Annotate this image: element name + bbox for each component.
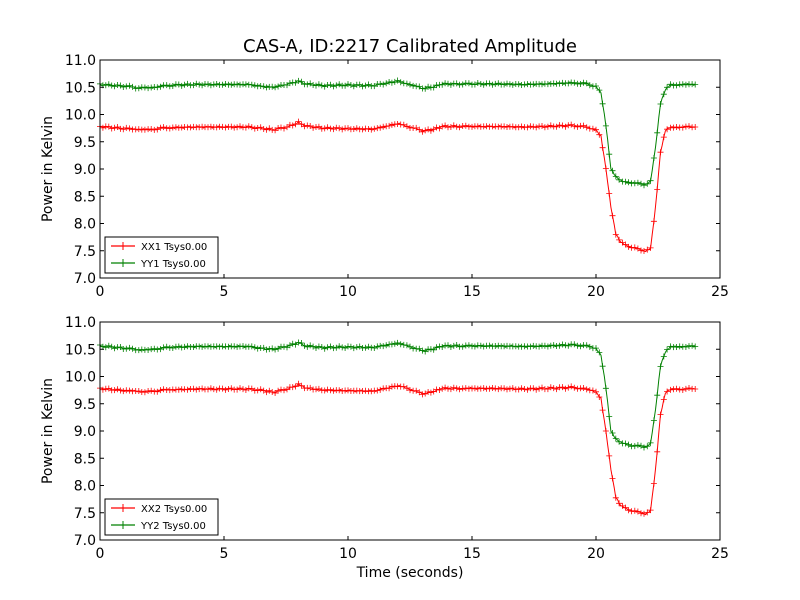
top-plot-panel: 0 5 10 15 20 25 7.0 7.5 8.0 8.5 9.0 9.5 10.0 10.5 11.… <box>40 53 729 300</box>
y-tick-label: 9.5 <box>74 397 96 413</box>
top-x-ticks: 0 5 10 15 20 25 <box>96 60 729 300</box>
y-tick-label: 10.5 <box>65 342 96 358</box>
bottom-legend-label-yy2: YY2 Tsys0.00 <box>140 521 206 532</box>
top-legend-label-xx1: XX1 Tsys0.00 <box>141 242 207 253</box>
bottom-y-ticks: 7.0 7.5 8.0 8.5 9.0 9.5 10.0 10.5 11.0 <box>65 315 720 549</box>
x-tick-label: 5 <box>220 284 229 300</box>
bottom-x-ticks: 0 5 10 15 20 25 <box>96 322 729 562</box>
x-tick-label: 15 <box>463 284 481 300</box>
y-tick-label: 9.0 <box>74 424 96 440</box>
y-tick-label: 8.0 <box>74 217 96 233</box>
y-tick-label: 10.0 <box>65 108 96 124</box>
series-line <box>99 120 696 253</box>
top-legend: XX1 Tsys0.00 YY1 Tsys0.00 <box>104 236 219 274</box>
y-tick-label: 11.0 <box>65 315 96 331</box>
x-tick-label: 10 <box>339 284 357 300</box>
y-tick-label: 7.0 <box>74 271 96 287</box>
y-tick-label: 10.5 <box>65 80 96 96</box>
chart-title: CAS-A, ID:2217 Calibrated Amplitude <box>243 36 577 57</box>
y-tick-label: 7.5 <box>74 506 96 522</box>
top-y-axis-label: Power in Kelvin <box>40 116 56 222</box>
series-markers <box>97 77 699 189</box>
x-tick-label: 15 <box>463 546 481 562</box>
series-markers <box>97 339 699 451</box>
y-tick-label: 8.0 <box>74 479 96 495</box>
series-line <box>99 383 696 516</box>
y-tick-label: 11.0 <box>65 53 96 69</box>
y-tick-label: 7.0 <box>74 533 96 549</box>
bottom-plot-panel: 0 5 10 15 20 25 7.0 7.5 8.0 8.5 9.0 9.5 10.0 10.5 11.… <box>40 315 729 581</box>
y-tick-label: 9.0 <box>74 162 96 178</box>
bottom-legend-box <box>104 498 219 536</box>
bottom-series-layer <box>97 339 699 517</box>
y-tick-label: 8.5 <box>74 451 96 467</box>
x-tick-label: 25 <box>711 284 729 300</box>
top-series-layer <box>97 77 699 254</box>
x-tick-label: 0 <box>96 546 105 562</box>
x-tick-label: 20 <box>587 284 605 300</box>
x-tick-label: 10 <box>339 546 357 562</box>
top-y-ticks: 7.0 7.5 8.0 8.5 9.0 9.5 10.0 10.5 11.0 <box>65 53 720 287</box>
y-tick-label: 7.5 <box>74 244 96 260</box>
x-tick-label: 20 <box>587 546 605 562</box>
y-tick-label: 8.5 <box>74 189 96 205</box>
y-tick-label: 9.5 <box>74 135 96 151</box>
x-tick-label: 0 <box>96 284 105 300</box>
bottom-y-axis-label: Power in Kelvin <box>40 378 56 484</box>
bottom-x-axis-label: Time (seconds) <box>356 565 464 581</box>
bottom-legend: XX2 Tsys0.00 YY2 Tsys0.00 <box>104 498 219 536</box>
x-tick-label: 5 <box>220 546 229 562</box>
x-tick-label: 25 <box>711 546 729 562</box>
top-legend-box <box>104 236 219 274</box>
top-legend-label-yy1: YY1 Tsys0.00 <box>140 259 206 270</box>
bottom-legend-label-xx2: XX2 Tsys0.00 <box>141 504 207 515</box>
y-tick-label: 10.0 <box>65 370 96 386</box>
